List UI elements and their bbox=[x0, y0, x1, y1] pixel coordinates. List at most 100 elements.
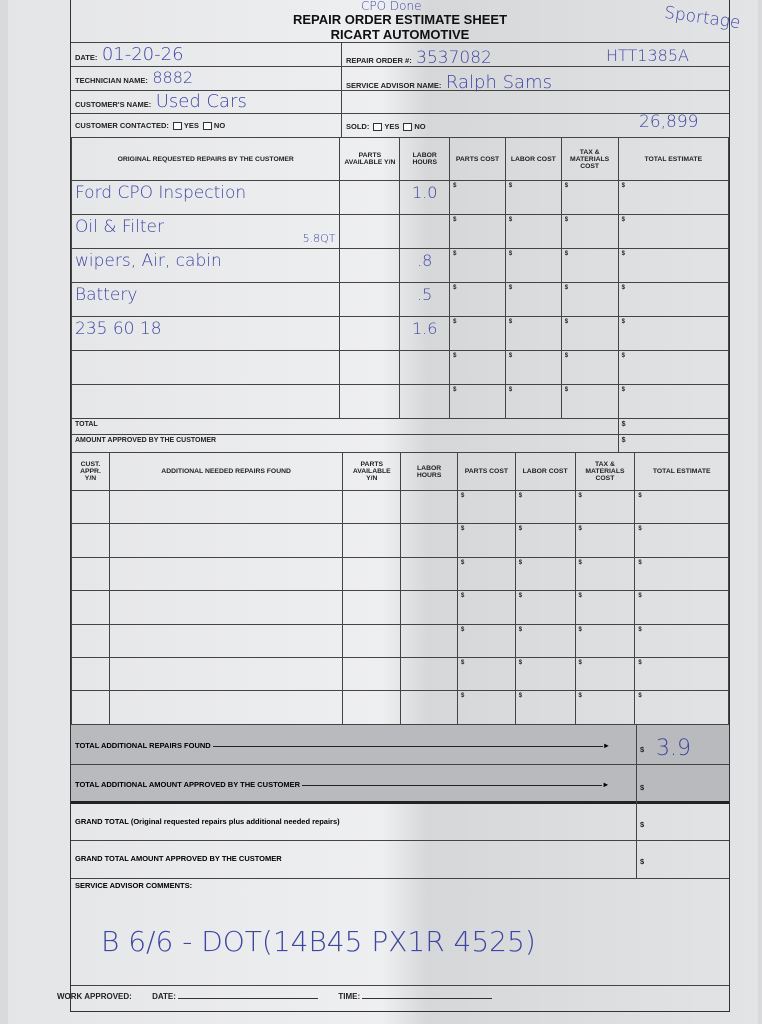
repair-description-cell[interactable]: 235 60 18 bbox=[70, 316, 341, 351]
total-estimate-cell[interactable]: $ bbox=[634, 523, 729, 558]
total-estimate-cell[interactable]: $ bbox=[634, 590, 729, 625]
labor-hours-cell[interactable]: 1.6 bbox=[399, 316, 451, 351]
technician-field[interactable]: TECHNICIAN NAME: 8882 bbox=[75, 68, 193, 88]
comments-value[interactable]: B 6/6 - DOT(14B45 PX1R 4525) bbox=[101, 925, 536, 958]
time-line[interactable] bbox=[362, 998, 493, 999]
parts-cost-cell[interactable]: $ bbox=[457, 489, 516, 525]
parts-cost-cell[interactable]: $ bbox=[457, 690, 516, 725]
parts-available-cell[interactable] bbox=[342, 523, 402, 558]
tax-cost-cell[interactable]: $ bbox=[574, 523, 636, 558]
labor-cost-cell[interactable]: $ bbox=[514, 690, 576, 725]
parts-cost-cell[interactable]: $ bbox=[457, 556, 516, 592]
total-estimate-cell[interactable]: $ bbox=[617, 282, 730, 317]
labor-cost-cell[interactable]: $ bbox=[514, 590, 576, 625]
tax-cost-cell[interactable]: $ bbox=[560, 214, 619, 249]
parts-available-cell[interactable] bbox=[342, 623, 402, 658]
contacted-no-checkbox[interactable] bbox=[202, 122, 212, 131]
labor-cost-cell[interactable]: $ bbox=[504, 282, 562, 317]
parts-cost-cell[interactable]: $ bbox=[457, 590, 516, 625]
tax-cost-cell[interactable]: $ bbox=[560, 248, 619, 283]
cust-approved-cell[interactable] bbox=[71, 489, 110, 525]
tax-cost-cell[interactable]: $ bbox=[574, 690, 636, 725]
repair-description-cell[interactable] bbox=[108, 590, 344, 625]
repair-order-field[interactable]: REPAIR ORDER #: 3537082 bbox=[346, 48, 492, 68]
total-estimate-cell[interactable]: $ bbox=[634, 690, 729, 725]
parts-cost-cell[interactable]: $ bbox=[449, 384, 506, 419]
labor-cost-cell[interactable]: $ bbox=[504, 384, 562, 419]
labor-cost-cell[interactable]: $ bbox=[504, 248, 562, 283]
advisor-field[interactable]: SERVICE ADVISOR NAME: Ralph Sams bbox=[346, 72, 552, 93]
repair-description-cell[interactable] bbox=[108, 623, 344, 658]
tax-cost-cell[interactable]: $ bbox=[560, 350, 619, 385]
repair-description-cell[interactable] bbox=[70, 350, 341, 385]
labor-hours-cell[interactable] bbox=[400, 656, 458, 692]
repair-description-cell[interactable] bbox=[108, 523, 344, 558]
parts-cost-cell[interactable]: $ bbox=[457, 523, 516, 558]
labor-cost-cell[interactable]: $ bbox=[504, 180, 562, 215]
cust-approved-cell[interactable] bbox=[71, 590, 110, 625]
labor-cost-cell[interactable]: $ bbox=[514, 489, 576, 525]
repair-description-cell[interactable] bbox=[108, 489, 344, 525]
parts-available-cell[interactable] bbox=[342, 590, 402, 625]
repair-description-cell[interactable]: Battery bbox=[70, 282, 341, 317]
labor-hours-cell[interactable] bbox=[400, 556, 458, 592]
labor-hours-cell[interactable] bbox=[399, 214, 451, 249]
date-field[interactable]: DATE: 01-20-26 bbox=[75, 44, 184, 65]
parts-available-cell[interactable] bbox=[342, 489, 402, 525]
tax-cost-cell[interactable]: $ bbox=[560, 316, 619, 351]
total-estimate-cell[interactable]: $ bbox=[634, 656, 729, 692]
tax-cost-cell[interactable]: $ bbox=[574, 656, 636, 692]
labor-hours-cell[interactable] bbox=[399, 350, 451, 385]
date-line[interactable] bbox=[178, 998, 319, 999]
labor-cost-cell[interactable]: $ bbox=[504, 350, 562, 385]
parts-available-cell[interactable] bbox=[339, 214, 401, 249]
repair-description-cell[interactable] bbox=[108, 690, 344, 725]
parts-cost-cell[interactable]: $ bbox=[449, 248, 506, 283]
parts-available-cell[interactable] bbox=[339, 384, 401, 419]
contacted-yes-checkbox[interactable] bbox=[172, 122, 182, 131]
parts-available-cell[interactable] bbox=[339, 248, 401, 283]
approved-cell[interactable]: $ bbox=[617, 434, 730, 453]
labor-hours-cell[interactable] bbox=[399, 384, 451, 419]
repair-description-cell[interactable]: Oil & Filter 5.8QT bbox=[70, 214, 341, 249]
labor-cost-cell[interactable]: $ bbox=[514, 556, 576, 592]
repair-description-cell[interactable]: Ford CPO Inspection bbox=[70, 180, 341, 215]
cust-approved-cell[interactable] bbox=[71, 623, 110, 658]
labor-cost-cell[interactable]: $ bbox=[514, 523, 576, 558]
repair-description-cell[interactable] bbox=[70, 384, 341, 419]
parts-available-cell[interactable] bbox=[342, 656, 402, 692]
total-estimate-cell[interactable]: $ bbox=[617, 316, 730, 351]
tax-cost-cell[interactable]: $ bbox=[574, 590, 636, 625]
labor-cost-cell[interactable]: $ bbox=[504, 316, 562, 351]
labor-hours-cell[interactable] bbox=[400, 690, 458, 725]
parts-available-cell[interactable] bbox=[342, 556, 402, 592]
repair-description-cell[interactable]: wipers, Air, cabin bbox=[70, 248, 341, 283]
tax-cost-cell[interactable]: $ bbox=[574, 489, 636, 525]
labor-hours-cell[interactable]: .8 bbox=[399, 248, 451, 283]
repair-description-cell[interactable] bbox=[108, 656, 344, 692]
parts-available-cell[interactable] bbox=[339, 180, 401, 215]
total-estimate-cell[interactable]: $ bbox=[617, 248, 730, 283]
total-estimate-cell[interactable]: $ bbox=[634, 489, 729, 525]
parts-available-cell[interactable] bbox=[342, 690, 402, 725]
parts-available-cell[interactable] bbox=[339, 316, 401, 351]
sold-yes-checkbox[interactable] bbox=[373, 123, 383, 132]
parts-cost-cell[interactable]: $ bbox=[449, 282, 506, 317]
tax-cost-cell[interactable]: $ bbox=[560, 180, 619, 215]
repair-description-cell[interactable] bbox=[108, 556, 344, 592]
parts-cost-cell[interactable]: $ bbox=[457, 656, 516, 692]
cust-approved-cell[interactable] bbox=[71, 656, 110, 692]
tax-cost-cell[interactable]: $ bbox=[574, 556, 636, 592]
labor-hours-cell[interactable] bbox=[400, 590, 458, 625]
total-estimate-cell[interactable]: $ bbox=[617, 384, 730, 419]
labor-hours-cell[interactable] bbox=[400, 623, 458, 658]
tax-cost-cell[interactable]: $ bbox=[574, 623, 636, 658]
parts-cost-cell[interactable]: $ bbox=[457, 623, 516, 658]
parts-available-cell[interactable] bbox=[339, 350, 401, 385]
total-estimate-cell[interactable]: $ bbox=[634, 556, 729, 592]
cust-approved-cell[interactable] bbox=[71, 523, 110, 558]
customer-field[interactable]: CUSTOMER'S NAME: Used Cars bbox=[75, 91, 247, 112]
parts-available-cell[interactable] bbox=[339, 282, 401, 317]
tax-cost-cell[interactable]: $ bbox=[560, 282, 619, 317]
parts-cost-cell[interactable]: $ bbox=[449, 316, 506, 351]
